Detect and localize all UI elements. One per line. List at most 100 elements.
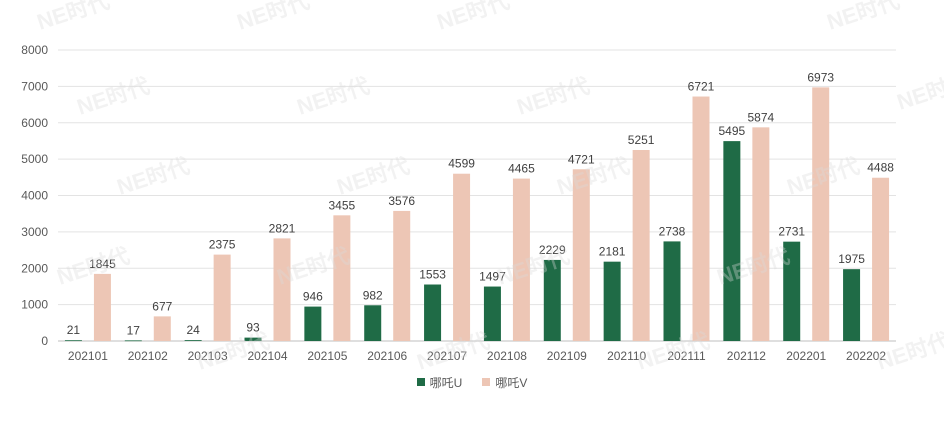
bar-u [124, 340, 142, 342]
legend-label-v: 哪吒V [495, 375, 528, 390]
y-tick-label: 8000 [21, 43, 48, 57]
y-tick-label: 2000 [21, 261, 48, 275]
x-tick-label: 202104 [247, 349, 287, 363]
legend-item-v[interactable]: 哪吒V [482, 374, 527, 391]
bar-v [872, 177, 890, 341]
data-label: 2229 [539, 243, 566, 257]
watermark: NE时代 [294, 73, 373, 120]
watermark: NE时代 [194, 328, 273, 375]
data-label: 4599 [448, 157, 475, 171]
data-label: 3576 [388, 194, 415, 208]
data-label: 5874 [748, 110, 775, 124]
bar-v [393, 210, 411, 341]
data-label: 1553 [419, 268, 446, 282]
x-tick-label: 202110 [607, 349, 646, 363]
x-tick-label: 202102 [128, 349, 168, 363]
data-label: 1975 [838, 252, 865, 266]
bar-v [692, 96, 710, 342]
data-label: 24 [186, 323, 200, 337]
legend-item-u[interactable]: 哪吒U [416, 374, 463, 391]
x-tick-label: 202106 [367, 349, 407, 363]
data-label: 17 [127, 323, 141, 337]
bar-v [333, 215, 351, 341]
bar-v [93, 273, 111, 341]
data-label: 2738 [659, 224, 686, 238]
watermark: NE时代 [114, 153, 193, 200]
bar-v [153, 316, 171, 341]
legend-swatch-u [416, 378, 425, 386]
bar-u [364, 305, 382, 341]
data-label: 2731 [778, 225, 805, 239]
y-tick-label: 4000 [21, 189, 48, 203]
x-tick-label: 202107 [427, 349, 467, 363]
data-label: 946 [303, 290, 323, 304]
data-label: 5251 [628, 133, 655, 147]
bar-u [603, 261, 621, 341]
watermark: NE时代 [54, 243, 133, 290]
data-label: 4488 [867, 161, 894, 175]
x-tick-label: 202202 [846, 349, 886, 363]
data-label: 6721 [688, 80, 715, 94]
bar-v [752, 127, 770, 341]
bar-v [273, 238, 291, 341]
bar-u [843, 269, 861, 341]
data-label: 21 [67, 323, 81, 337]
data-label: 1845 [89, 257, 116, 271]
legend-label-u: 哪吒U [429, 375, 463, 390]
watermark: NE时代 [34, 0, 113, 35]
bar-u [64, 340, 82, 342]
bar-u [244, 337, 262, 341]
bar-u [304, 306, 322, 341]
data-label: 93 [246, 321, 260, 335]
y-tick-label: 5000 [21, 152, 48, 166]
y-tick-label: 0 [41, 334, 48, 348]
bar-v [213, 254, 231, 341]
data-label: 1497 [479, 270, 506, 284]
watermark: NE时代 [894, 68, 944, 115]
data-label: 982 [363, 288, 383, 302]
x-tick-label: 202111 [667, 349, 706, 363]
x-tick-label: 202201 [786, 349, 826, 363]
watermark: NE时代 [334, 153, 413, 200]
bar-v [512, 178, 530, 341]
watermark: NE时代 [234, 0, 313, 35]
bar-u [543, 259, 561, 341]
x-tick-label: 202108 [487, 349, 527, 363]
watermark: NE时代 [824, 0, 903, 35]
data-label: 2181 [599, 245, 626, 259]
data-label: 5495 [719, 124, 746, 138]
y-tick-label: 6000 [21, 116, 48, 130]
data-label: 6973 [807, 70, 834, 84]
data-label: 677 [152, 299, 172, 313]
x-tick-label: 202101 [68, 349, 108, 363]
bar-v [453, 173, 471, 341]
x-tick-label: 202109 [547, 349, 587, 363]
data-label: 2375 [209, 238, 236, 252]
legend-swatch-v [482, 378, 491, 386]
bar-u [663, 241, 681, 341]
x-tick-label: 202103 [188, 349, 228, 363]
data-label: 2821 [269, 221, 296, 235]
watermark: NE时代 [514, 73, 593, 120]
watermark: NE时代 [74, 73, 153, 120]
data-label: 3455 [329, 198, 356, 212]
bar-v [812, 87, 830, 342]
bar-u [783, 241, 801, 341]
bar-v [572, 169, 590, 341]
bar-u [184, 340, 202, 341]
bar-u [723, 141, 741, 341]
data-label: 4465 [508, 162, 535, 176]
data-label: 4721 [568, 152, 595, 166]
x-tick-label: 202105 [307, 349, 347, 363]
bar-v [632, 149, 650, 341]
x-tick-label: 202112 [727, 349, 766, 363]
watermark: NE时代 [434, 0, 513, 35]
legend: 哪吒U 哪吒V [0, 374, 944, 390]
y-tick-label: 7000 [21, 79, 48, 93]
y-tick-label: 3000 [21, 225, 48, 239]
bar-u [424, 284, 442, 341]
bar-u [483, 286, 501, 341]
y-tick-label: 1000 [21, 298, 48, 312]
